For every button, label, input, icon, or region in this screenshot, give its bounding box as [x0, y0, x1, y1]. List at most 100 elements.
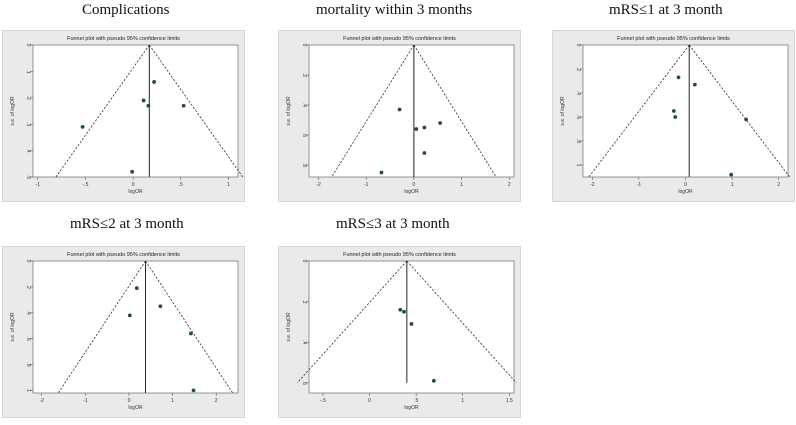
- data-point: [398, 307, 403, 312]
- funnel-panel-mrs3: Funnel plot with pseudo 95% confidence l…: [278, 246, 521, 418]
- heading-mortality: mortality within 3 months: [316, 2, 473, 18]
- data-point: [744, 117, 748, 122]
- data-point: [152, 80, 156, 84]
- data-point: [127, 313, 132, 318]
- x-tick-label: -1: [364, 182, 369, 188]
- x-axis-label: logOR: [128, 405, 143, 411]
- y-tick-label: .8: [25, 362, 31, 366]
- x-tick-label: 1: [461, 398, 464, 404]
- x-tick-label: 1: [731, 182, 734, 188]
- data-point: [397, 107, 402, 112]
- data-point: [146, 103, 151, 108]
- y-tick-label: .4: [301, 340, 307, 344]
- funnel-plot-mrs2: Funnel plot with pseudo 95% confidence l…: [10, 252, 239, 411]
- funnel-panel-mortality: Funnel plot with pseudo 95% confidence l…: [278, 30, 521, 202]
- heading-mrs3: mRS≤3 at 3 month: [336, 216, 450, 232]
- x-tick-label: -1: [83, 398, 88, 404]
- y-tick-label: .2: [575, 67, 581, 71]
- y-axis-label: s.e. of logOR: [286, 312, 292, 342]
- funnel-plot-mortality: Funnel plot with pseudo 95% confidence l…: [286, 36, 515, 195]
- y-tick-label: .6: [301, 381, 307, 385]
- y-tick-label: 0: [25, 44, 31, 47]
- y-axis-label: s.e. of logOR: [10, 96, 16, 126]
- y-tick-label: .4: [301, 103, 307, 107]
- y-tick-label: 0: [575, 44, 581, 47]
- y-tick-label: 0: [301, 44, 307, 47]
- funnel-plot-complications: Funnel plot with pseudo 95% confidence l…: [10, 36, 244, 195]
- data-point: [188, 331, 193, 336]
- data-point: [676, 75, 681, 80]
- funnel-panel-mrs1: Funnel plot with pseudo 95% confidence l…: [552, 30, 795, 202]
- data-point: [379, 170, 384, 175]
- x-tick-label: 0: [368, 398, 371, 404]
- x-tick-label: -2: [39, 398, 44, 404]
- data-point: [692, 82, 697, 87]
- y-tick-label: .6: [25, 337, 31, 341]
- data-point: [671, 109, 676, 113]
- x-tick-label: -1: [637, 182, 642, 188]
- data-point: [673, 115, 678, 119]
- plot-area: [308, 260, 515, 394]
- funnel-right-limit: [148, 44, 244, 178]
- data-point: [409, 322, 414, 326]
- x-axis-label: logOR: [128, 189, 143, 195]
- funnel-plot-mrs1: Funnel plot with pseudo 95% confidence l…: [560, 36, 790, 195]
- heading-complications: Complications: [82, 2, 170, 18]
- heading-mrs1: mRS≤1 at 3 month: [609, 2, 723, 18]
- data-point: [141, 98, 146, 103]
- plot-area: [32, 44, 239, 178]
- funnel-panel-complications: Funnel plot with pseudo 95% confidence l…: [2, 30, 245, 202]
- funnel-plot-mrs3: Funnel plot with pseudo 95% confidence l…: [286, 252, 517, 411]
- funnel-right-limit: [688, 44, 790, 178]
- x-tick-label: 2: [508, 182, 511, 188]
- plot-subtitle: Funnel plot with pseudo 95% confidence l…: [617, 36, 730, 42]
- y-tick-label: .8: [575, 139, 581, 143]
- data-point: [402, 309, 406, 314]
- y-tick-label: .2: [25, 96, 31, 100]
- y-axis-label: s.e. of logOR: [286, 96, 292, 126]
- y-tick-label: .1: [25, 69, 31, 73]
- y-tick-label: 0: [25, 260, 31, 263]
- y-tick-label: 0: [301, 260, 307, 263]
- data-point: [158, 304, 163, 309]
- y-tick-label: .2: [25, 285, 31, 289]
- plot-subtitle: Funnel plot with pseudo 95% confidence l…: [67, 252, 180, 258]
- x-tick-label: -2: [590, 182, 595, 188]
- plot-subtitle: Funnel plot with pseudo 95% confidence l…: [343, 252, 456, 258]
- plot-area: [582, 44, 789, 178]
- data-point: [422, 151, 427, 155]
- data-point: [80, 124, 85, 129]
- x-axis-label: logOR: [678, 189, 693, 195]
- funnel-left-limit: [588, 44, 690, 178]
- x-tick-label: 2: [777, 182, 780, 188]
- data-point: [438, 121, 443, 125]
- data-point: [729, 172, 734, 177]
- x-tick-label: -2: [316, 182, 321, 188]
- x-tick-label: -.5: [83, 182, 89, 188]
- funnel-panel-mrs2: Funnel plot with pseudo 95% confidence l…: [2, 246, 245, 418]
- y-tick-label: .8: [301, 163, 307, 167]
- plot-area: [32, 260, 239, 394]
- plot-subtitle: Funnel plot with pseudo 95% confidence l…: [343, 36, 456, 42]
- funnel-left-limit: [331, 44, 415, 178]
- y-tick-label: .5: [25, 175, 31, 179]
- y-tick-label: .4: [25, 311, 31, 315]
- x-tick-label: .5: [179, 182, 183, 188]
- x-tick-label: 1: [227, 182, 230, 188]
- y-tick-label: .4: [575, 91, 581, 95]
- x-tick-label: -.5: [320, 398, 326, 404]
- data-point: [414, 127, 419, 131]
- y-tick-label: 1: [575, 164, 581, 167]
- x-tick-label: .5: [414, 398, 418, 404]
- heading-mrs2: mRS≤2 at 3 month: [70, 216, 184, 232]
- funnel-left-limit: [296, 260, 408, 384]
- y-tick-label: 1: [25, 389, 31, 392]
- x-tick-label: 1: [171, 398, 174, 404]
- plot-subtitle: Funnel plot with pseudo 95% confidence l…: [67, 36, 180, 42]
- plot-area: [308, 44, 515, 178]
- x-tick-label: 1.5: [506, 398, 513, 404]
- data-point: [422, 125, 427, 130]
- y-tick-label: .2: [301, 300, 307, 304]
- x-tick-label: 0: [132, 182, 135, 188]
- x-tick-label: 0: [128, 398, 131, 404]
